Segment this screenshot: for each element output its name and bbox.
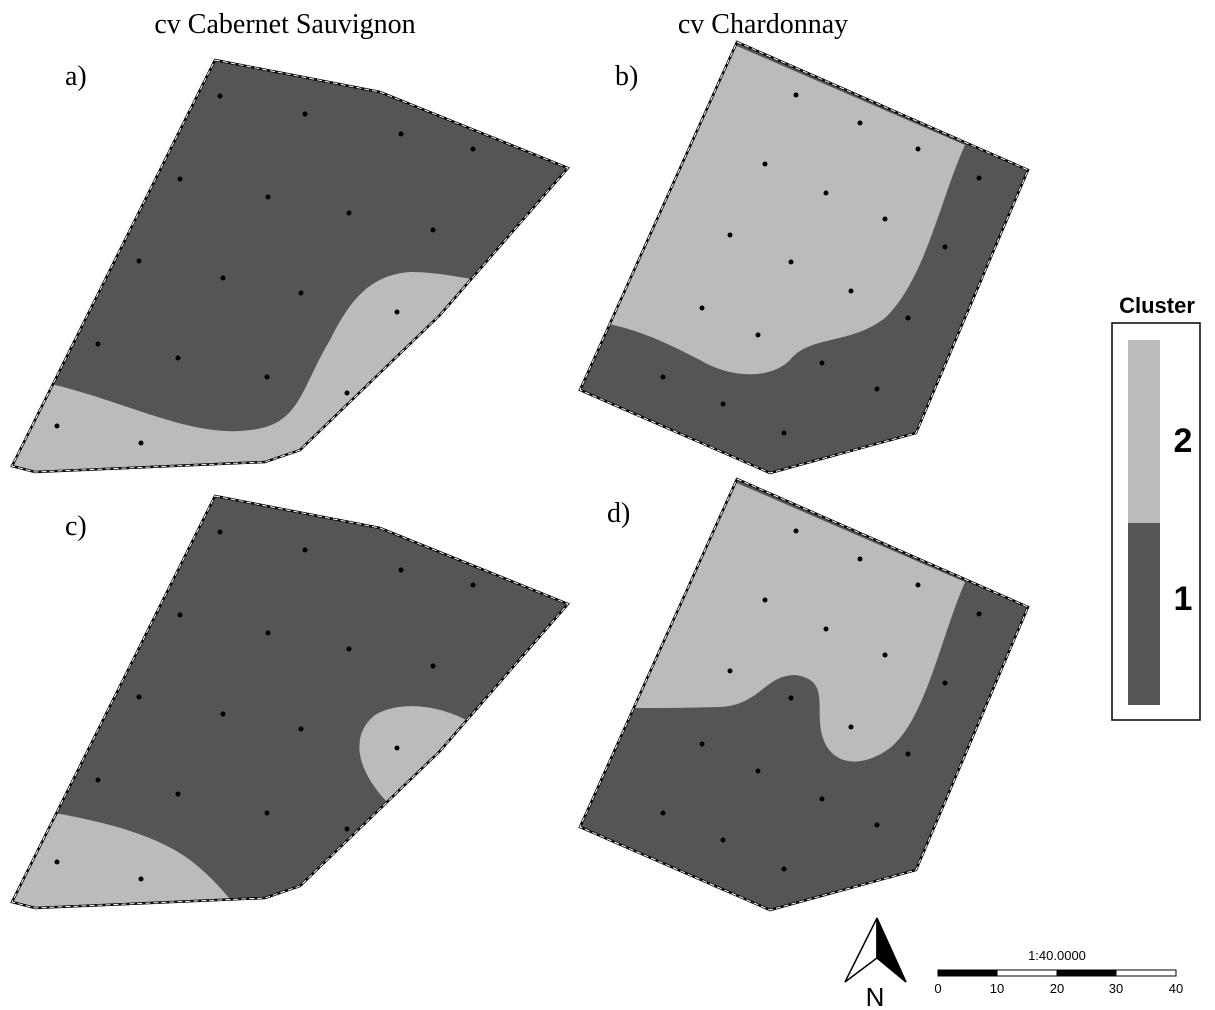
sample-point [220, 711, 226, 717]
sample-point [848, 724, 854, 730]
sample-point [788, 259, 794, 265]
sample-point [138, 876, 144, 882]
column-title: cv Cabernet Sauvignon [154, 9, 415, 40]
sample-point [394, 745, 400, 751]
sample-point [976, 175, 982, 181]
sample-point [660, 374, 666, 380]
sample-point [848, 288, 854, 294]
sample-point [398, 131, 404, 137]
sample-point [874, 386, 880, 392]
scale-label: 20 [1050, 981, 1064, 996]
sample-point [915, 146, 921, 152]
sample-point [264, 374, 270, 380]
sample-point [857, 556, 863, 562]
sample-point [136, 258, 142, 264]
sample-point [54, 859, 60, 865]
scale-bar [937, 969, 1177, 977]
sample-point [470, 146, 476, 152]
sample-point [874, 822, 880, 828]
sample-point [265, 194, 271, 200]
legend-swatch [1128, 340, 1160, 523]
sample-point [217, 529, 223, 535]
sample-point [95, 341, 101, 347]
sample-point [470, 582, 476, 588]
sample-point [346, 646, 352, 652]
sample-point [857, 120, 863, 126]
sample-point [265, 630, 271, 636]
sample-point [781, 430, 787, 436]
legend-label: 2 [1174, 422, 1193, 460]
sample-point [755, 768, 761, 774]
sample-point [54, 423, 60, 429]
north-arrow [844, 917, 907, 983]
sample-point [138, 440, 144, 446]
sample-point [394, 309, 400, 315]
panel-label: d) [607, 498, 630, 529]
sample-point [175, 791, 181, 797]
sample-point [136, 694, 142, 700]
panel-map [578, 477, 1030, 912]
panel-label: c) [65, 511, 87, 542]
panel-map [10, 494, 571, 910]
sample-point [942, 244, 948, 250]
sample-point [942, 680, 948, 686]
column-title: cv Chardonnay [678, 9, 848, 40]
sample-point [430, 663, 436, 669]
sample-point [781, 866, 787, 872]
sample-point [823, 626, 829, 632]
sample-point [905, 751, 911, 757]
sample-point [430, 227, 436, 233]
panel-map [578, 40, 1030, 475]
sample-point [699, 305, 705, 311]
sample-point [905, 315, 911, 321]
panel-map [10, 58, 571, 474]
sample-point [727, 668, 733, 674]
legend-title: Cluster [1119, 293, 1195, 318]
sample-point [793, 92, 799, 98]
sample-point [819, 796, 825, 802]
legend-label: 1 [1174, 580, 1193, 618]
scale-label: 40 [1169, 981, 1183, 996]
sample-point [302, 547, 308, 553]
sample-point [762, 597, 768, 603]
panel-label: a) [65, 61, 87, 92]
sample-point [264, 810, 270, 816]
sample-point [882, 652, 888, 658]
legend-swatch [1128, 523, 1160, 705]
sample-point [175, 355, 181, 361]
sample-point [298, 290, 304, 296]
sample-point [398, 567, 404, 573]
sample-point [95, 777, 101, 783]
scale-label: 30 [1109, 981, 1123, 996]
sample-point [788, 695, 794, 701]
sample-point [720, 837, 726, 843]
sample-point [699, 741, 705, 747]
sample-point [762, 161, 768, 167]
sample-point [660, 810, 666, 816]
sample-point [727, 232, 733, 238]
sample-point [302, 111, 308, 117]
north-label: N [866, 982, 885, 1010]
sample-point [177, 176, 183, 182]
scale-label: 0 [934, 981, 941, 996]
sample-point [217, 93, 223, 99]
sample-point [346, 210, 352, 216]
sample-point [793, 528, 799, 534]
sample-point [220, 275, 226, 281]
scale-label: 10 [990, 981, 1004, 996]
sample-point [720, 401, 726, 407]
sample-point [344, 826, 350, 832]
scale-ratio: 1:40.0000 [1028, 948, 1086, 963]
sample-point [915, 582, 921, 588]
sample-point [882, 216, 888, 222]
sample-point [344, 390, 350, 396]
sample-point [819, 360, 825, 366]
sample-point [755, 332, 761, 338]
panel-label: b) [615, 61, 638, 92]
sample-point [823, 190, 829, 196]
sample-point [177, 612, 183, 618]
sample-point [976, 611, 982, 617]
sample-point [298, 726, 304, 732]
